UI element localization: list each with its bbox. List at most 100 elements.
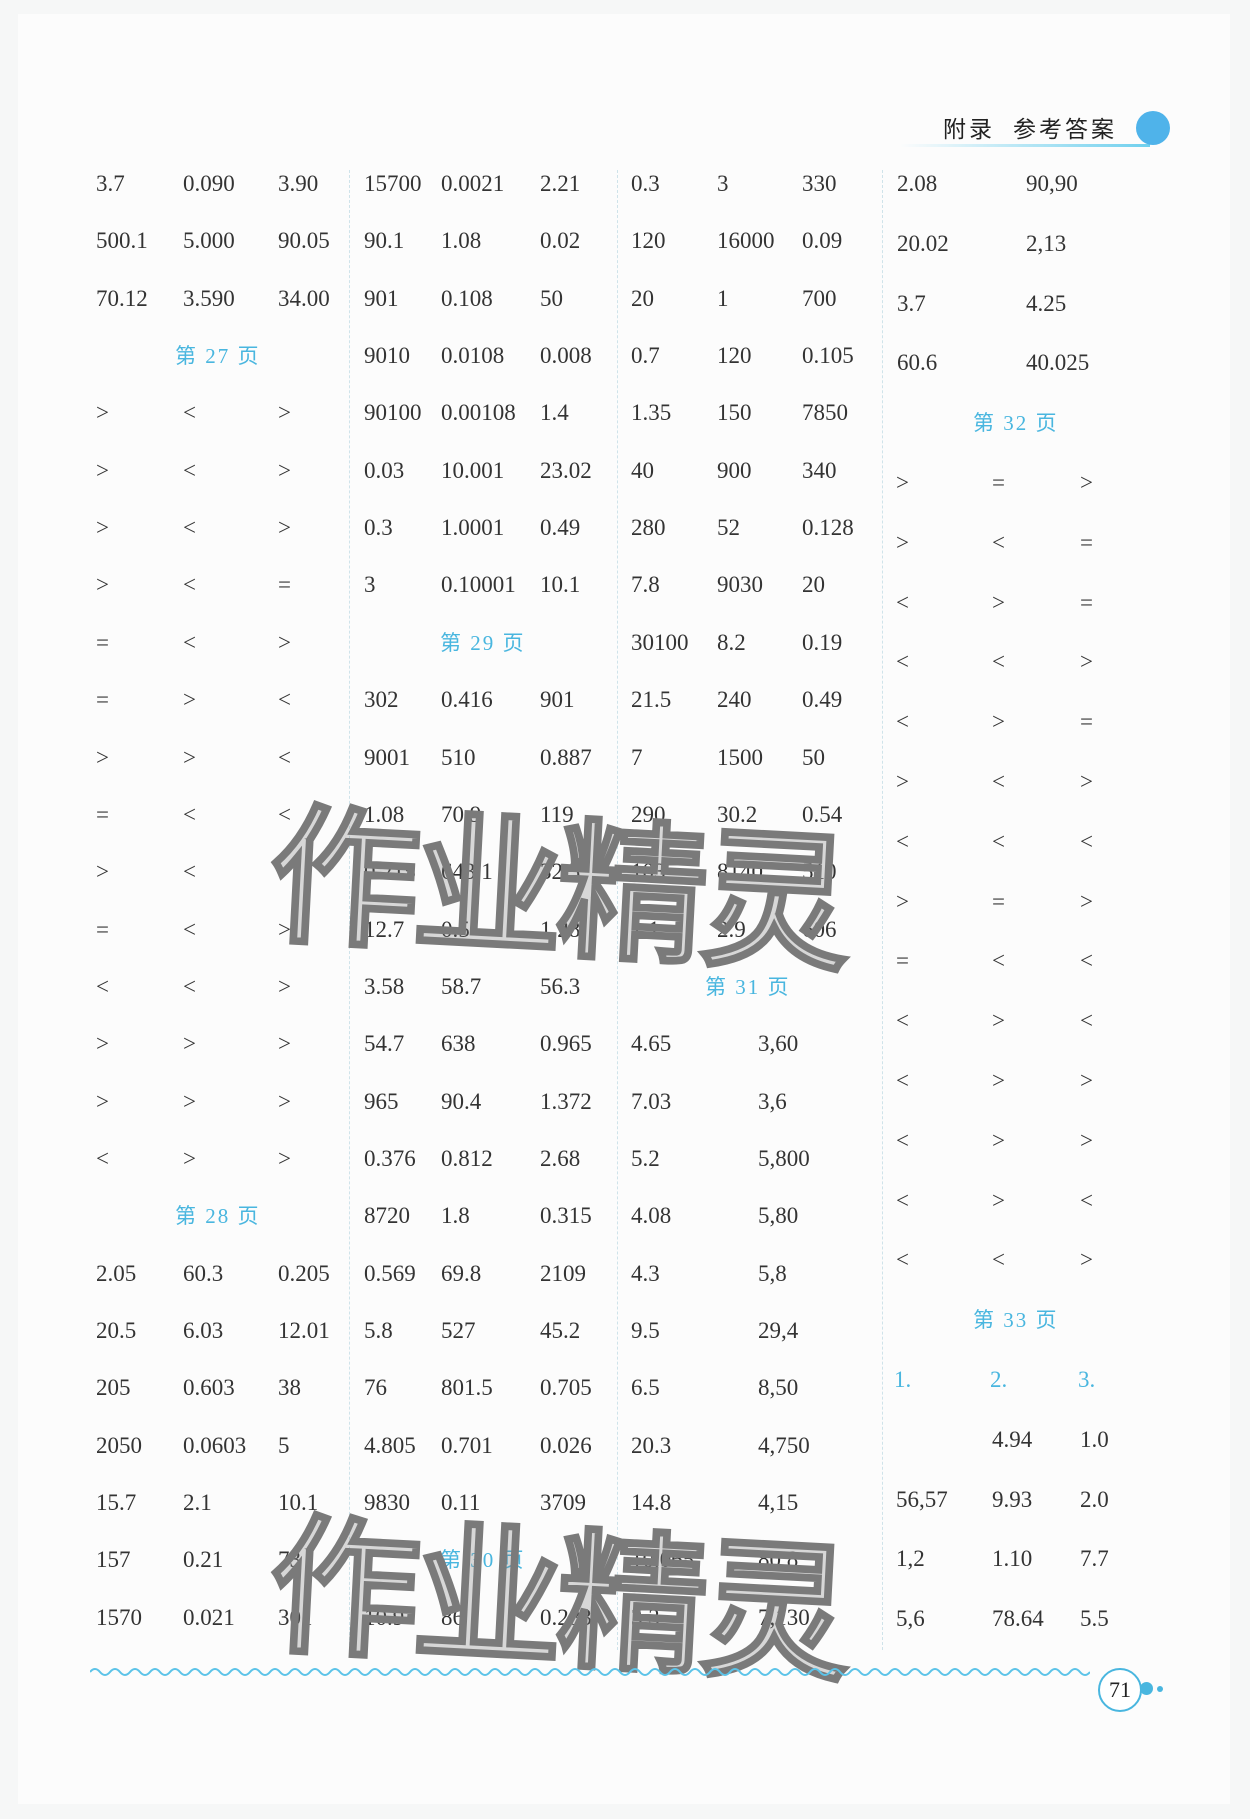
answer-cell: 7850	[802, 400, 848, 426]
answer-cell: 4.25	[1026, 290, 1067, 316]
answer-cell: 30.2	[717, 801, 758, 827]
column-divider	[349, 170, 350, 1650]
answer-cell: >	[96, 400, 109, 426]
answer-cell: <	[992, 529, 1005, 555]
answer-cell: 4.3	[631, 1260, 660, 1286]
answer-cell: 1.10	[992, 1546, 1033, 1572]
answer-cell: 20	[631, 285, 654, 311]
answer-cell: >	[278, 515, 291, 541]
answer-cell: 2050	[96, 1432, 142, 1458]
answer-cell: 0.03	[364, 457, 405, 483]
answer-cell: 0.3	[364, 515, 393, 541]
answer-cell: 340	[802, 457, 837, 483]
answer-cell: 1500	[717, 744, 763, 770]
answer-cell: >	[278, 629, 291, 655]
answer-cell: 3	[364, 572, 376, 598]
answer-cell: 5,8	[758, 1260, 787, 1286]
answer-cell: <	[1080, 828, 1093, 854]
answer-cell: 0.090	[183, 171, 235, 196]
question-number: 2.	[990, 1367, 1008, 1392]
answer-cell: 3	[717, 171, 729, 196]
answer-cell: =	[96, 629, 109, 655]
answer-cell: 0.105	[802, 343, 854, 369]
answer-cell: 0.0108	[441, 343, 505, 369]
answer-cell: 5.000	[183, 228, 235, 254]
answer-cell: 5	[278, 1432, 290, 1458]
answer-cell: 302	[364, 687, 399, 713]
answer-cell: >	[96, 744, 109, 770]
answer-cell: 20.02	[897, 230, 949, 256]
answer-cell: 3.590	[183, 285, 235, 311]
answer-cell: 1.0	[1080, 1426, 1109, 1452]
answer-cell: 10.001	[441, 457, 505, 483]
answer-cell: 5.2	[631, 1145, 660, 1171]
header-dot-decoration	[1136, 111, 1170, 145]
column-divider	[617, 170, 618, 1650]
page-section-heading: 第 33 页	[973, 1308, 1059, 1333]
answer-cell: 0.0021	[441, 171, 505, 196]
answer-cell: 52	[717, 515, 740, 541]
answer-cell: 240	[717, 687, 752, 713]
answer-cell: 14.8	[631, 1490, 672, 1516]
answer-cell: <	[896, 828, 909, 854]
answer-cell: 1.08	[441, 228, 482, 254]
answer-cell: <	[96, 1145, 109, 1171]
answer-cell: 50	[802, 744, 825, 770]
page-section-heading: 第 30 页	[440, 1548, 526, 1573]
answer-cell: 0.283	[540, 1604, 592, 1630]
answer-cell: >	[278, 1145, 291, 1171]
answer-cell: 38	[278, 1375, 301, 1401]
answer-cell: 3.7	[897, 290, 926, 316]
answer-cell: 120	[717, 343, 752, 369]
answer-cell: >	[183, 1031, 196, 1057]
answer-cell: 2.1	[183, 1490, 212, 1516]
answer-cell: 8.2	[717, 629, 746, 655]
answer-cell: >	[1080, 470, 1093, 495]
answer-cell: >	[278, 973, 291, 999]
answer-cell: 700	[802, 285, 837, 311]
answer-cell: <	[96, 973, 109, 999]
answer-cell: 6.5	[631, 1375, 660, 1401]
answer-cell: 3.58	[364, 973, 405, 999]
answer-cell: 0.54	[802, 801, 843, 827]
answer-cell: 1.0001	[441, 515, 505, 541]
answer-cell: 1.8	[441, 1203, 470, 1229]
header-title: 参考答案	[1013, 117, 1117, 142]
answer-cell: 12.7	[364, 916, 405, 942]
page-section-heading: 第 29 页	[440, 630, 526, 655]
answer-cell: 10.1	[540, 572, 581, 598]
answer-cell: >	[96, 1031, 109, 1057]
answer-cell: >	[278, 400, 291, 426]
answer-cell: <	[896, 1187, 909, 1213]
answer-cell: 15700	[364, 171, 422, 196]
answer-cell: 0.7	[631, 343, 660, 369]
answer-cell: >	[896, 769, 909, 794]
answer-cell: 157	[96, 1547, 131, 1573]
answer-cell: 10.065	[631, 1547, 695, 1573]
answer-cell: 56,57	[896, 1486, 948, 1512]
answer-cell: 2.0	[1080, 1486, 1109, 1512]
answer-cell: 205	[96, 1375, 131, 1401]
answer-cell: 40	[631, 457, 654, 483]
answer-cell: 0.416	[441, 687, 493, 713]
answer-cell: <	[278, 801, 291, 827]
answer-page	[18, 14, 1230, 1804]
answer-cell: 510	[441, 744, 476, 770]
answer-cell: 0.705	[540, 1375, 592, 1401]
answer-cell: 3.90	[278, 171, 319, 196]
answer-cell: 0.008	[540, 343, 592, 369]
answer-cell: 70.12	[96, 285, 148, 311]
answer-cell: 290	[631, 801, 666, 827]
answer-cell: 54.7	[364, 1031, 405, 1057]
answer-cell: >	[183, 1088, 196, 1114]
answer-cell: 0.10001	[441, 572, 516, 598]
answer-cell: <	[183, 629, 196, 655]
question-number: 1.	[894, 1367, 912, 1392]
answer-cell: 9.93	[992, 1486, 1033, 1512]
answer-cell: 2.21	[540, 171, 581, 196]
page-number-dot	[1157, 1686, 1163, 1692]
answer-cell: 4,15	[758, 1490, 799, 1516]
answer-cell: 1.08	[364, 801, 405, 827]
answer-cell: =	[96, 916, 109, 942]
answer-cell: >	[992, 1187, 1005, 1213]
